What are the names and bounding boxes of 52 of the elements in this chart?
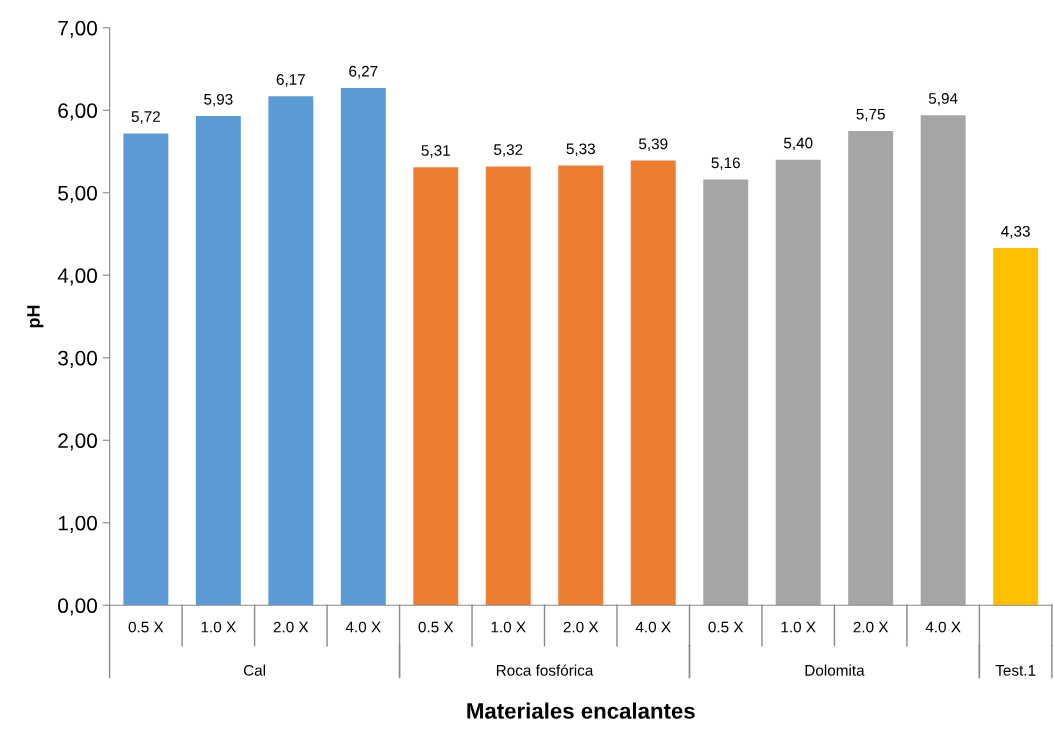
bar bbox=[703, 179, 749, 606]
x-tick-label: 0.5 X bbox=[418, 621, 454, 633]
bar bbox=[775, 159, 821, 606]
x-tick-label: 1.0 X bbox=[201, 621, 236, 633]
bar bbox=[413, 167, 459, 606]
x-axis-title: Materiales encalantes bbox=[467, 702, 695, 719]
x-tick-label: 2.0 X bbox=[273, 621, 309, 633]
data-label: 5,75 bbox=[856, 108, 885, 122]
y-tick-label: 5,00 bbox=[58, 185, 97, 203]
x-tick-label: 0.5 X bbox=[708, 621, 744, 633]
bar bbox=[340, 88, 386, 606]
x-tick-label: 2.0 X bbox=[563, 621, 599, 633]
bar bbox=[920, 115, 966, 606]
text: Dolomita bbox=[805, 664, 865, 676]
bar bbox=[848, 130, 894, 606]
bar bbox=[485, 166, 531, 606]
x-tick-label: 1.0 X bbox=[491, 621, 526, 633]
data-label: 5,31 bbox=[421, 145, 450, 158]
x-tick-label: 4.0 X bbox=[345, 621, 381, 633]
text: Test.1 bbox=[995, 665, 1036, 676]
y-tick-label: 7,00 bbox=[58, 20, 97, 38]
data-label: 4,33 bbox=[1001, 225, 1030, 239]
y-axis-title: pH bbox=[27, 305, 44, 328]
bar bbox=[630, 160, 676, 606]
text: Roca fosfórica bbox=[496, 664, 594, 676]
data-label: 5,93 bbox=[204, 93, 233, 107]
y-tick-label: 2,00 bbox=[58, 433, 97, 451]
y-tick-label: 3,00 bbox=[58, 350, 97, 368]
data-label: 5,33 bbox=[566, 143, 595, 156]
bar bbox=[558, 165, 604, 606]
data-label: 6,27 bbox=[349, 65, 378, 79]
data-label: 5,16 bbox=[711, 157, 740, 171]
y-tick-label: 0,00 bbox=[58, 598, 97, 616]
data-label: 5,72 bbox=[131, 111, 160, 124]
y-tick-label: 4,00 bbox=[57, 268, 97, 286]
data-label: 5,94 bbox=[928, 93, 958, 106]
data-label: 6,17 bbox=[276, 74, 305, 87]
y-tick-label: 1,00 bbox=[58, 515, 97, 533]
data-label: 5,40 bbox=[783, 137, 813, 151]
data-label: 5,32 bbox=[494, 144, 523, 157]
y-tick-label: 6,00 bbox=[58, 103, 97, 121]
bar bbox=[268, 96, 314, 606]
x-tick-label: 4.0 X bbox=[925, 621, 961, 633]
text: Cal bbox=[243, 664, 266, 676]
data-label: 5,39 bbox=[638, 138, 668, 152]
x-tick-label: 1.0 X bbox=[781, 621, 816, 633]
x-tick-label: 0.5 X bbox=[128, 621, 164, 633]
bar bbox=[123, 133, 169, 606]
x-tick-label: 2.0 X bbox=[853, 621, 889, 633]
bar bbox=[195, 116, 241, 606]
x-tick-label: 4.0 X bbox=[635, 621, 671, 633]
bar bbox=[993, 248, 1039, 606]
